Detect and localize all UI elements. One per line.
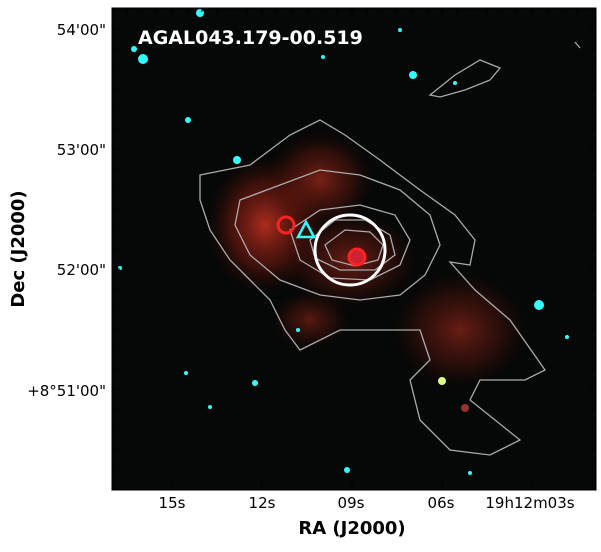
y-axis-label: Dec (J2000)	[8, 190, 29, 307]
y-tick-label: 53'00"	[57, 141, 106, 159]
sky-image	[112, 8, 596, 490]
contours	[199, 41, 581, 456]
x-tick-label: 06s	[428, 494, 455, 512]
source-marker	[276, 215, 296, 235]
y-tick-label: 52'00"	[57, 261, 106, 279]
source-marker	[347, 247, 367, 267]
ticks	[112, 8, 596, 490]
x-tick-label: 12s	[249, 494, 276, 512]
beam-circle	[313, 213, 387, 287]
title: AGAL043.179-00.519	[138, 27, 363, 49]
y-tick-label: +8°51'00"	[27, 382, 106, 400]
y-tick-label: 54'00"	[57, 21, 106, 39]
x-axis-label: RA (J2000)	[298, 518, 405, 539]
source-triangle	[295, 219, 317, 239]
x-tick-label: 19h12m03s	[485, 494, 574, 512]
x-tick-label: 09s	[338, 494, 365, 512]
x-tick-label: 15s	[159, 494, 186, 512]
